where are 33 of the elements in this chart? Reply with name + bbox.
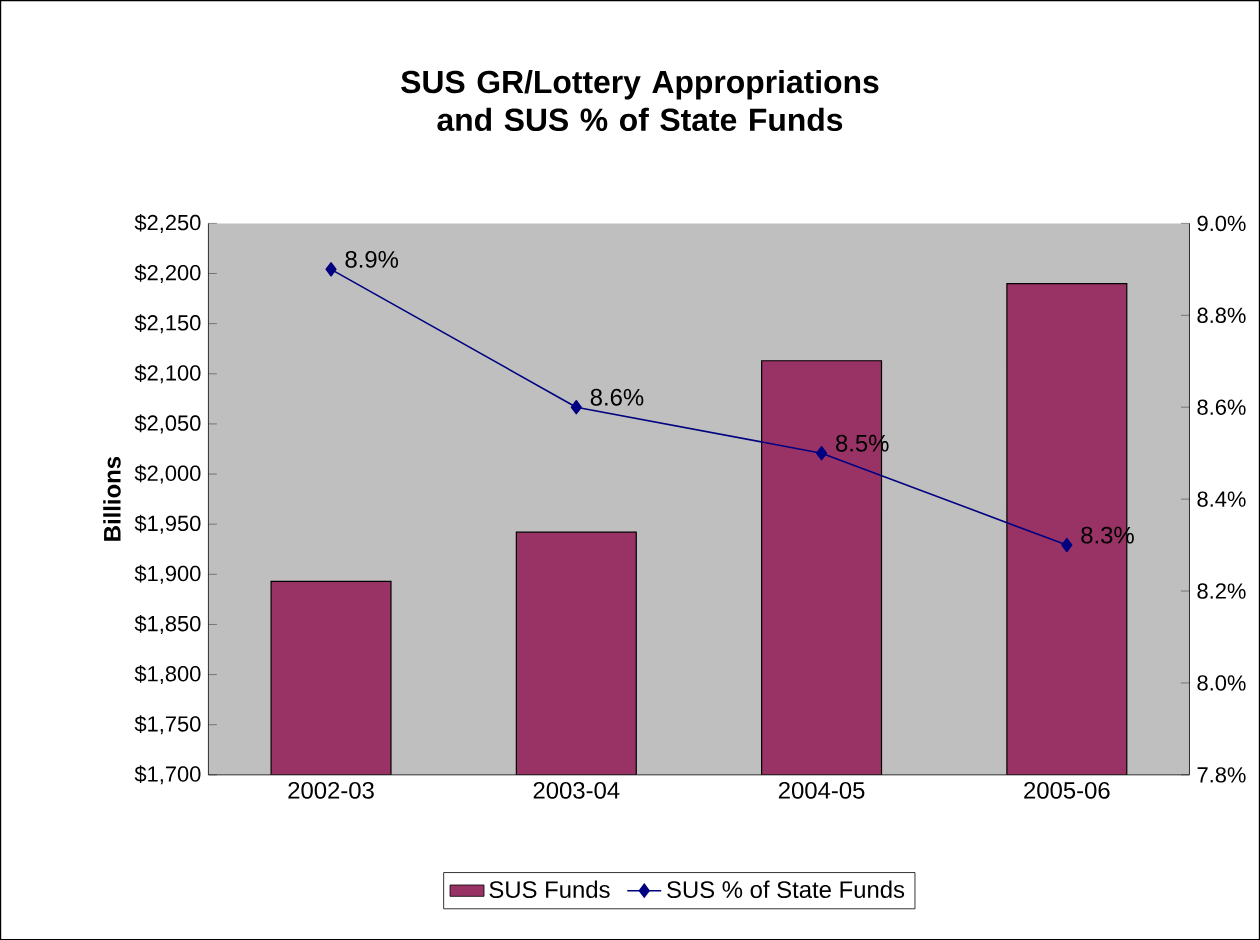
y-tick-label: $2,000: [134, 464, 201, 484]
y-tick-label: $2,050: [134, 414, 201, 434]
legend-label: SUS Funds: [489, 880, 610, 898]
y-tick-label: $2,250: [134, 213, 201, 233]
y2-tick-label: 8.0%: [1197, 675, 1246, 691]
x-tick-label: 2004-05: [778, 781, 865, 799]
y2-tick-label: 8.8%: [1197, 307, 1246, 323]
point: [1061, 537, 1073, 553]
y-tick-label: $2,150: [134, 314, 201, 334]
y-tick-label: $1,700: [134, 765, 201, 785]
y2-tick-label: 8.4%: [1197, 491, 1246, 507]
y2-tick-label: 9.0%: [1197, 215, 1246, 231]
chart-title: SUS GR/Lottery Appropriations and SUS % of State Funds: [401, 69, 879, 131]
y-tick-label: $1,750: [134, 715, 201, 735]
y-axis-title: Billions: [103, 456, 121, 541]
data-label: 8.9%: [345, 250, 399, 268]
y-tick-label: $2,100: [134, 364, 201, 384]
point: [570, 399, 582, 415]
x-tick-label: 2002-03: [288, 781, 374, 799]
y2-tick-label: 8.2%: [1197, 583, 1246, 599]
x-tick-label: 2003-04: [533, 781, 620, 799]
y-tick-label: $1,800: [134, 664, 201, 684]
data-label: 8.6%: [590, 388, 644, 406]
y-tick-label: $1,950: [134, 514, 201, 534]
y-tick-label: $1,900: [134, 564, 201, 584]
point: [816, 445, 828, 461]
y-tick-label: $1,850: [134, 614, 201, 634]
y2-tick-label: 8.6%: [1197, 399, 1246, 415]
x-tick-label: 2005-06: [1024, 781, 1110, 799]
point: [325, 262, 337, 277]
y2-tick-label: 7.8%: [1197, 766, 1246, 783]
legend-label: SUS % of State Funds: [667, 880, 905, 898]
y-tick-label: $2,200: [134, 263, 201, 283]
